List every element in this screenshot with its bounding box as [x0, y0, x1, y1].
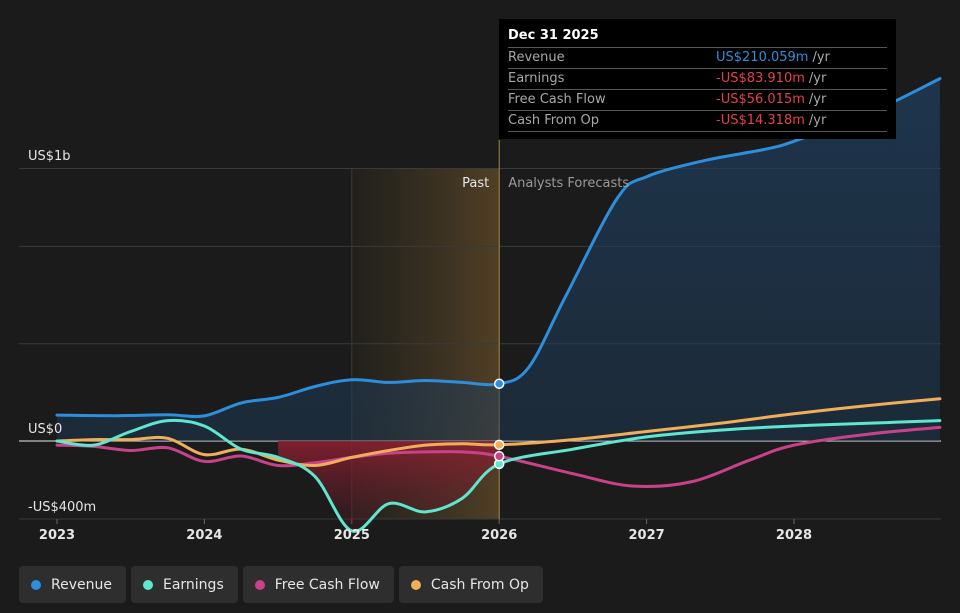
tooltip-row-unit: /yr [808, 113, 827, 128]
tooltip-date: Dec 31 2025 [508, 28, 599, 43]
revenue-area [57, 78, 940, 441]
legend-item-revenue[interactable]: Revenue [19, 566, 126, 603]
legend-label: Earnings [162, 576, 224, 593]
past-label: Past [462, 176, 489, 191]
x-tick-label: 2026 [481, 528, 517, 543]
legend-dot-icon [142, 579, 153, 590]
legend-dot-icon [410, 579, 421, 590]
cash-from-op-line [55, 397, 942, 468]
tooltip-row-value: -US$56.015m [716, 92, 805, 107]
free-cash-flow-point [493, 451, 505, 462]
tooltip-row-unit: /yr [808, 71, 827, 86]
legend-label: Revenue [51, 576, 112, 593]
tooltip-row-value: -US$83.910m [716, 71, 805, 86]
free-cash-flow-line [55, 425, 942, 489]
forecast-label: Analysts Forecasts [508, 176, 629, 191]
x-tick-label: 2027 [629, 528, 665, 543]
tooltip-row: Earnings -US$83.910m/yr [508, 68, 887, 89]
revenue-point [493, 378, 505, 390]
hover-tooltip: Dec 31 2025 Revenue US$210.059m/yr Earning… [499, 19, 896, 139]
y-tick-label: US$1b [28, 149, 71, 164]
x-tick-label: 2023 [39, 528, 75, 543]
tooltip-row-label: Free Cash Flow [508, 92, 606, 107]
tooltip-row-unit: /yr [812, 50, 830, 65]
x-tick-label: 2028 [776, 528, 812, 543]
y-tick-label: US$0 [28, 422, 62, 437]
legend-item-cash-from-op[interactable]: Cash From Op [398, 566, 543, 603]
tooltip-row-value: -US$14.318m [716, 113, 805, 128]
revenue-line [55, 77, 942, 419]
legend-item-earnings[interactable]: Earnings [130, 566, 238, 603]
tooltip-rows: Revenue US$210.059m/yr Earnings -US$83.910m… [508, 47, 887, 132]
tooltip-row: Revenue US$210.059m/yr [508, 47, 887, 68]
y-tick-label: -US$400m [28, 500, 96, 515]
tooltip-row: Cash From Op -US$14.318m/yr [508, 110, 887, 132]
chart-legend: Revenue Earnings Free Cash Flow Cash From O… [19, 566, 543, 603]
x-tick-label: 2025 [334, 528, 370, 543]
tooltip-row-value: US$210.059m [716, 50, 809, 65]
legend-label: Cash From Op [430, 576, 529, 593]
legend-dot-icon [254, 579, 265, 590]
x-tick-label: 2024 [186, 528, 222, 543]
legend-dot-icon [31, 579, 41, 590]
tooltip-row-label: Revenue [508, 50, 565, 65]
cash-from-op-point [493, 439, 505, 451]
tooltip-row: Free Cash Flow -US$56.015m/yr [508, 89, 887, 110]
tooltip-row-unit: /yr [808, 92, 827, 107]
legend-item-free-cash-flow[interactable]: Free Cash Flow [242, 566, 394, 603]
tooltip-row-label: Earnings [508, 71, 565, 86]
earnings-line [55, 418, 942, 533]
tooltip-row-label: Cash From Op [508, 113, 600, 128]
legend-label: Free Cash Flow [274, 576, 380, 593]
